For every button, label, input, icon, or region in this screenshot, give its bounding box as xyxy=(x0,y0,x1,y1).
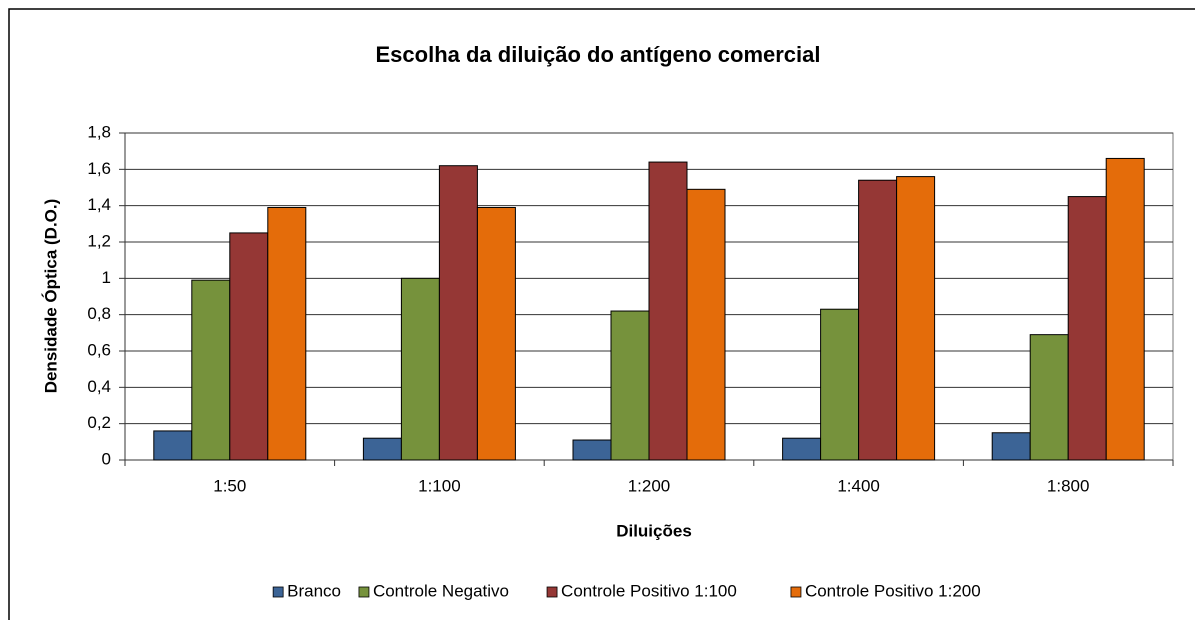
legend-swatch xyxy=(272,586,284,598)
bar xyxy=(572,439,612,461)
chart-title: Escolha da diluição do antígeno comercia… xyxy=(376,42,821,67)
x-tick-label: 1:100 xyxy=(418,476,461,495)
legend-label: Controle Positivo 1:100 xyxy=(561,581,737,600)
bar xyxy=(896,176,936,461)
y-tick-label: 0,6 xyxy=(87,340,111,359)
bar xyxy=(991,432,1031,461)
legend-swatch xyxy=(546,586,558,598)
bar xyxy=(1105,157,1145,461)
bar xyxy=(686,188,726,461)
x-tick-label: 1:200 xyxy=(628,476,671,495)
bar xyxy=(438,165,478,461)
y-tick-label: 0,8 xyxy=(87,304,111,323)
bar xyxy=(400,277,440,461)
bar xyxy=(858,179,898,461)
y-tick-label: 0 xyxy=(102,449,111,468)
y-tick-label: 1 xyxy=(102,268,111,287)
bar xyxy=(1067,196,1107,461)
bar xyxy=(1029,334,1069,461)
x-axis-title: Diluições xyxy=(616,521,692,540)
bar xyxy=(820,308,860,461)
bar xyxy=(782,437,822,461)
bar xyxy=(153,430,193,461)
y-tick-label: 1,6 xyxy=(87,159,111,178)
y-tick-label: 0,2 xyxy=(87,413,111,432)
y-axis-title: Densidade Óptica (D.O.) xyxy=(41,199,60,394)
x-tick-label: 1:800 xyxy=(1047,476,1090,495)
x-tick-label: 1:400 xyxy=(837,476,880,495)
bar xyxy=(610,310,650,461)
legend-swatch xyxy=(790,586,802,598)
bar xyxy=(267,206,307,461)
chart-border xyxy=(8,8,1195,620)
legend-label: Controle Positivo 1:200 xyxy=(805,581,981,600)
y-tick-label: 1,4 xyxy=(87,195,111,214)
bar xyxy=(362,437,402,461)
y-tick-label: 1,2 xyxy=(87,231,111,250)
legend-swatch xyxy=(358,586,370,598)
bar xyxy=(229,232,269,461)
legend-label: Controle Negativo xyxy=(373,581,509,600)
bar xyxy=(191,279,231,461)
x-tick-label: 1:50 xyxy=(213,476,246,495)
y-tick-label: 1,8 xyxy=(87,122,111,141)
y-tick-label: 0,4 xyxy=(87,377,111,396)
bar xyxy=(476,206,516,461)
legend-label: Branco xyxy=(287,581,341,600)
bar xyxy=(648,161,688,461)
